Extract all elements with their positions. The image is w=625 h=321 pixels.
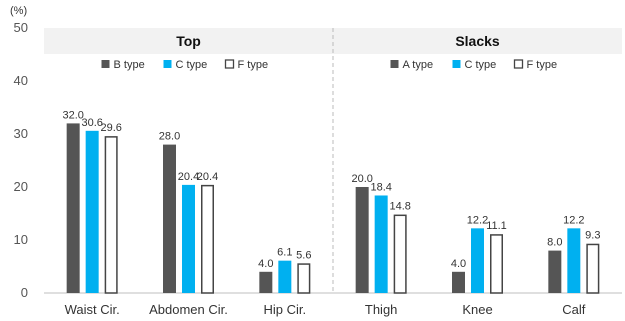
bar [278, 261, 291, 293]
bar [567, 228, 580, 293]
legend-label: C type [465, 59, 497, 71]
bar [163, 145, 176, 293]
data-label: 18.4 [370, 181, 391, 193]
bar [298, 264, 310, 293]
data-label: 28.0 [159, 131, 180, 143]
category-label: Abdomen Cir. [149, 302, 228, 317]
legend-label: F type [238, 59, 269, 71]
data-label: 8.0 [547, 237, 562, 249]
bar [548, 251, 561, 293]
y-tick-label: 50 [14, 20, 28, 35]
bar [259, 272, 272, 293]
y-tick-label: 30 [14, 126, 28, 141]
data-label: 9.3 [585, 230, 600, 242]
data-label: 14.8 [389, 201, 410, 213]
data-label: 12.2 [467, 214, 488, 226]
bar [202, 186, 214, 293]
bar [67, 123, 80, 293]
y-tick-label: 20 [14, 179, 28, 194]
data-label: 12.2 [563, 214, 584, 226]
category-label: Calf [562, 302, 586, 317]
bar [471, 228, 484, 293]
y-unit-label: (%) [10, 5, 27, 17]
legend-label: C type [176, 59, 208, 71]
legend-swatch [391, 60, 399, 68]
data-label: 6.1 [277, 247, 292, 259]
bar [491, 235, 503, 293]
category-label: Knee [462, 302, 492, 317]
bar [356, 187, 369, 293]
panel-title: Top [176, 33, 201, 49]
legend-label: A type [403, 59, 434, 71]
data-label: 20.4 [197, 171, 218, 183]
y-tick-label: 10 [14, 232, 28, 247]
category-label: Thigh [365, 302, 398, 317]
bar [375, 195, 388, 293]
panel-title: Slacks [455, 33, 500, 49]
category-label: Waist Cir. [65, 302, 120, 317]
data-label: 4.0 [451, 258, 466, 270]
legend-swatch [102, 60, 110, 68]
bar [452, 272, 465, 293]
y-tick-label: 0 [21, 285, 28, 300]
legend-swatch [515, 60, 523, 68]
bar [182, 185, 195, 293]
category-label: Hip Cir. [264, 302, 307, 317]
legend-swatch [164, 60, 172, 68]
legend-label: F type [527, 59, 558, 71]
data-label: 29.6 [100, 122, 121, 134]
legend-swatch [226, 60, 234, 68]
bar [86, 131, 99, 293]
bar [587, 244, 599, 293]
data-label: 4.0 [258, 258, 273, 270]
legend-label: B type [114, 59, 145, 71]
y-tick-label: 40 [14, 73, 28, 88]
legend-swatch [453, 60, 461, 68]
bar [105, 137, 117, 293]
bar [394, 215, 406, 293]
data-label: 11.1 [486, 220, 507, 232]
data-label: 5.6 [296, 249, 311, 261]
